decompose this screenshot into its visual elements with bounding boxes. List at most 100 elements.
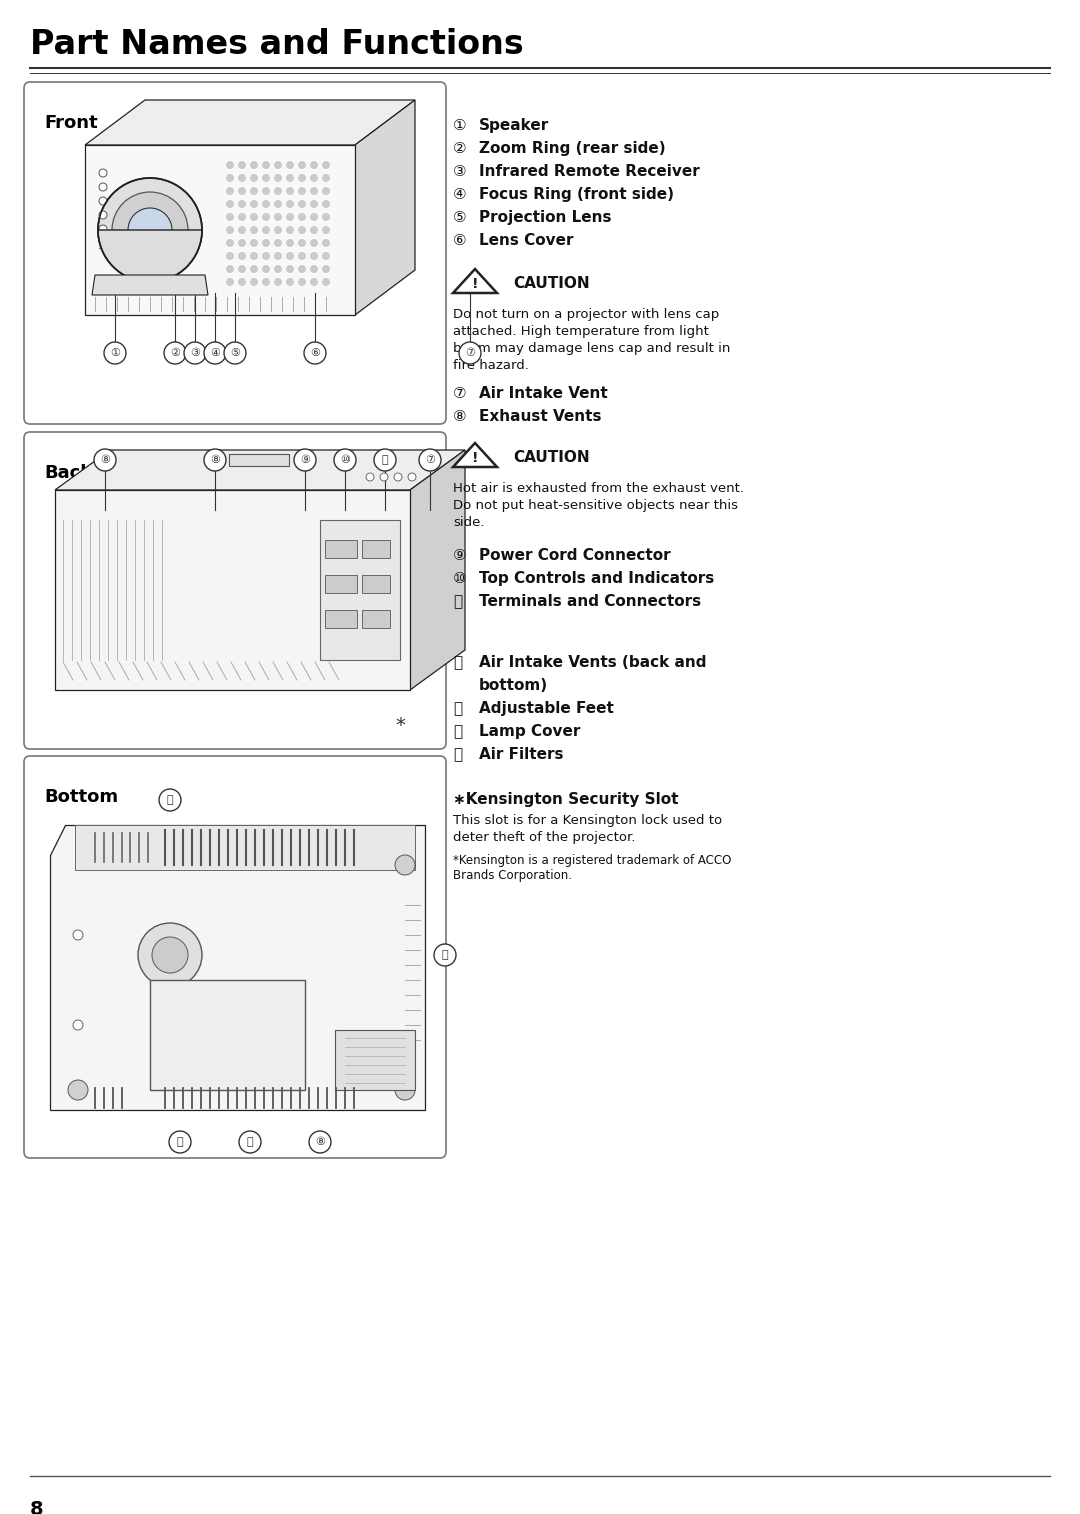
Circle shape [286,253,294,259]
Polygon shape [355,100,415,315]
Circle shape [262,174,270,182]
Circle shape [323,188,329,194]
Text: Infrared Remote Receiver: Infrared Remote Receiver [480,164,700,179]
FancyBboxPatch shape [24,431,446,749]
Text: ③: ③ [453,164,467,179]
Text: Speaker: Speaker [480,118,550,133]
Circle shape [298,188,306,194]
Circle shape [311,213,318,221]
Circle shape [323,265,329,273]
Circle shape [251,162,257,168]
Text: ⑫: ⑫ [453,656,462,671]
Circle shape [323,213,329,221]
Circle shape [395,1079,415,1101]
Text: ⑨: ⑨ [453,548,467,563]
Text: ⑩: ⑩ [453,571,467,586]
Text: ⑬: ⑬ [453,701,462,716]
Text: ⑧: ⑧ [100,456,110,465]
Text: ③: ③ [190,348,200,357]
Circle shape [309,1131,330,1154]
Text: Power Cord Connector: Power Cord Connector [480,548,671,563]
Circle shape [298,162,306,168]
Circle shape [395,855,415,875]
Circle shape [374,450,396,471]
Text: ⑭: ⑭ [246,1137,254,1148]
Text: side.: side. [453,516,485,528]
Circle shape [262,200,270,207]
Bar [325,540,357,559]
Circle shape [251,227,257,233]
Circle shape [274,253,282,259]
Polygon shape [453,444,497,466]
Circle shape [311,200,318,207]
Circle shape [99,210,107,220]
Polygon shape [55,450,465,491]
Circle shape [274,188,282,194]
Circle shape [366,472,374,481]
Circle shape [251,200,257,207]
Circle shape [323,227,329,233]
Text: ①: ① [453,118,467,133]
Circle shape [298,279,306,286]
Text: *Kensington is a registered trademark of ACCO: *Kensington is a registered trademark of… [453,854,731,868]
Circle shape [286,265,294,273]
Text: ④: ④ [453,188,467,201]
Circle shape [227,227,233,233]
Circle shape [138,924,202,987]
Circle shape [298,239,306,247]
Circle shape [239,174,245,182]
Circle shape [262,188,270,194]
Text: ⑧: ⑧ [210,456,220,465]
Circle shape [286,239,294,247]
Circle shape [311,265,318,273]
Text: CAUTION: CAUTION [513,450,590,465]
Text: Part Names and Functions: Part Names and Functions [30,27,524,61]
FancyBboxPatch shape [24,82,446,424]
Text: ②: ② [170,348,180,357]
Circle shape [298,265,306,273]
Text: ⑪: ⑪ [381,456,389,465]
Circle shape [294,450,316,471]
Text: Lamp Cover: Lamp Cover [480,724,580,739]
Text: Air Intake Vents (back and: Air Intake Vents (back and [480,656,706,671]
Circle shape [239,188,245,194]
Circle shape [239,213,245,221]
Text: ⑩: ⑩ [340,456,350,465]
Circle shape [262,239,270,247]
Text: ⑬: ⑬ [442,949,448,960]
Circle shape [262,265,270,273]
Circle shape [68,1079,87,1101]
Circle shape [286,213,294,221]
Text: This slot is for a Kensington lock used to: This slot is for a Kensington lock used … [453,815,723,827]
Text: Back: Back [44,463,92,481]
Circle shape [274,239,282,247]
Circle shape [303,342,326,363]
Text: Exhaust Vents: Exhaust Vents [480,409,602,424]
Circle shape [99,170,107,177]
Circle shape [251,188,257,194]
Text: Zoom Ring (rear side): Zoom Ring (rear side) [480,141,665,156]
Circle shape [164,342,186,363]
Circle shape [311,162,318,168]
Circle shape [99,226,107,233]
Text: attached. High temperature from light: attached. High temperature from light [453,326,708,338]
FancyBboxPatch shape [24,755,446,1158]
Text: ⑮: ⑮ [453,746,462,762]
Circle shape [227,200,233,207]
Circle shape [274,227,282,233]
Polygon shape [410,450,465,690]
Circle shape [239,239,245,247]
Text: Hot air is exhausted from the exhaust vent.: Hot air is exhausted from the exhaust ve… [453,481,744,495]
Circle shape [99,183,107,191]
Circle shape [274,162,282,168]
Circle shape [73,930,83,940]
Polygon shape [453,269,497,294]
Circle shape [286,174,294,182]
Text: Air Intake Vent: Air Intake Vent [480,386,608,401]
Circle shape [323,200,329,207]
Circle shape [274,174,282,182]
Bar [229,454,289,466]
Circle shape [298,227,306,233]
Circle shape [239,227,245,233]
Text: deter theft of the projector.: deter theft of the projector. [453,831,635,843]
